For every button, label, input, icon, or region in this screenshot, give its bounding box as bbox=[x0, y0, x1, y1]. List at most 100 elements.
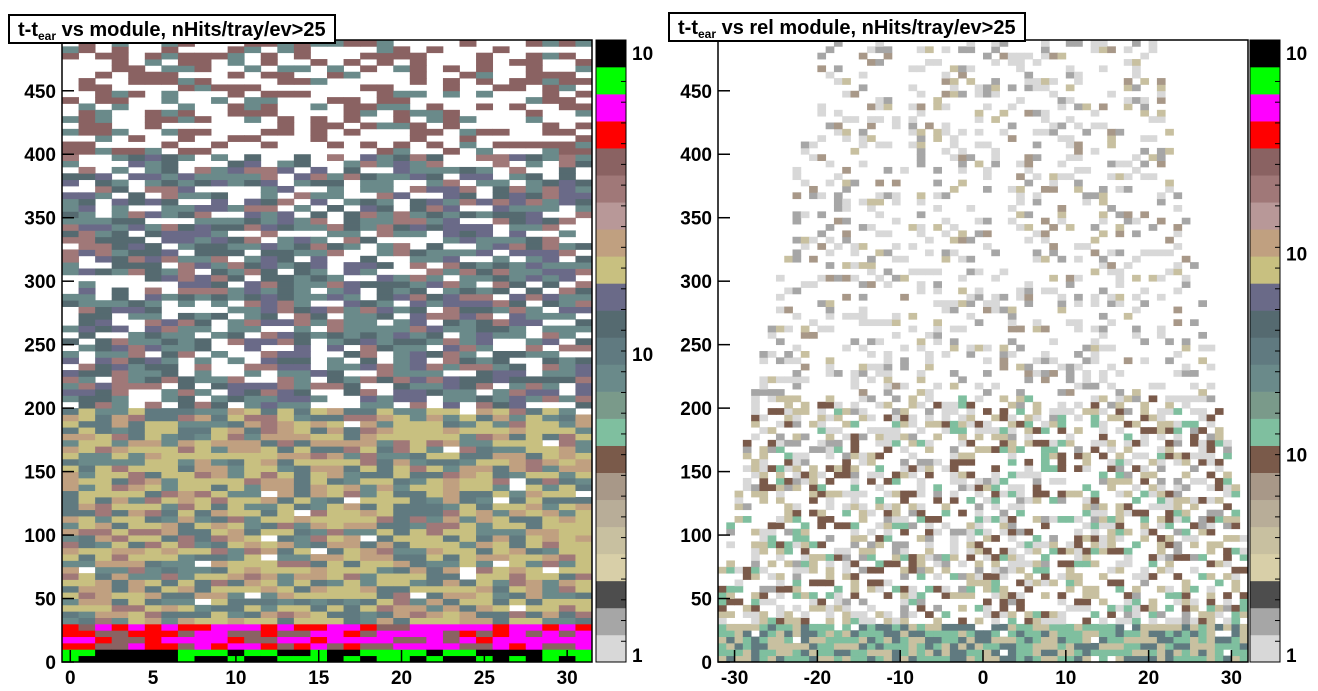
heatmap-cell bbox=[933, 420, 942, 428]
heatmap-cell bbox=[833, 490, 843, 498]
heatmap-cell bbox=[509, 224, 527, 231]
heatmap-cell bbox=[1024, 287, 1034, 295]
heatmap-cell bbox=[343, 198, 361, 206]
heatmap-cell bbox=[177, 623, 195, 631]
heatmap-cell bbox=[1181, 363, 1191, 371]
heatmap-cell bbox=[459, 484, 477, 492]
heatmap-cell bbox=[867, 395, 876, 403]
heatmap-cell bbox=[1040, 357, 1050, 365]
heatmap-cell bbox=[558, 312, 576, 320]
heatmap-cell bbox=[509, 446, 527, 453]
heatmap-cell bbox=[784, 560, 793, 568]
heatmap-cell bbox=[161, 268, 179, 276]
heatmap-cell bbox=[558, 78, 576, 85]
heatmap-cell bbox=[476, 560, 494, 568]
heatmap-cell bbox=[177, 243, 195, 250]
palette-swatch bbox=[1250, 283, 1280, 311]
heatmap-cell bbox=[775, 592, 785, 599]
heatmap-cell bbox=[476, 179, 494, 187]
heatmap-cell bbox=[991, 414, 1000, 422]
heatmap-cell bbox=[775, 376, 785, 384]
heatmap-cell bbox=[128, 566, 146, 574]
heatmap-cell bbox=[1016, 198, 1025, 206]
heatmap-cell bbox=[1214, 541, 1224, 549]
heatmap-cell bbox=[983, 649, 992, 657]
heatmap-cell bbox=[227, 287, 245, 295]
heatmap-cell bbox=[858, 414, 868, 422]
heatmap-cell bbox=[1198, 516, 1207, 523]
heatmap-cell bbox=[1049, 446, 1058, 453]
heatmap-cell bbox=[426, 293, 444, 301]
heatmap-cell bbox=[1098, 649, 1108, 657]
heatmap-cell bbox=[1107, 300, 1116, 307]
heatmap-cell bbox=[891, 312, 901, 320]
heatmap-cell bbox=[393, 452, 411, 460]
heatmap-cell bbox=[376, 287, 394, 295]
heatmap-cell bbox=[1049, 420, 1058, 428]
heatmap-cell bbox=[883, 268, 893, 276]
heatmap-cell bbox=[558, 636, 576, 644]
heatmap-cell bbox=[260, 592, 278, 599]
heatmap-cell bbox=[742, 566, 752, 574]
heatmap-cell bbox=[1132, 166, 1141, 174]
heatmap-cell bbox=[95, 471, 113, 479]
heatmap-cell bbox=[376, 408, 394, 415]
heatmap-cell bbox=[277, 90, 295, 98]
heatmap-cell bbox=[426, 376, 444, 384]
heatmap-cell bbox=[842, 458, 851, 466]
heatmap-cell bbox=[1148, 382, 1158, 390]
heatmap-cell bbox=[409, 338, 427, 346]
heatmap-cell bbox=[525, 535, 543, 542]
heatmap-cell bbox=[734, 598, 744, 606]
heatmap-cell bbox=[800, 351, 810, 358]
heatmap-cell bbox=[1040, 78, 1050, 85]
heatmap-cell bbox=[161, 516, 179, 523]
heatmap-cell bbox=[1107, 522, 1116, 530]
heatmap-cell bbox=[775, 604, 785, 612]
heatmap-cell bbox=[1098, 541, 1108, 549]
heatmap-cell bbox=[1090, 528, 1100, 536]
heatmap-cell bbox=[1156, 484, 1166, 492]
heatmap-cell bbox=[974, 128, 984, 136]
heatmap-cell bbox=[227, 160, 245, 168]
heatmap-cell bbox=[1007, 306, 1017, 314]
heatmap-cell bbox=[1156, 522, 1166, 530]
heatmap-cell bbox=[144, 477, 162, 485]
heatmap-cell bbox=[62, 128, 79, 136]
heatmap-cell bbox=[360, 414, 378, 422]
heatmap-cell bbox=[393, 585, 411, 593]
heatmap-cell bbox=[575, 592, 593, 599]
heatmap-cell bbox=[211, 84, 229, 92]
heatmap-cell bbox=[1198, 623, 1207, 631]
heatmap-cell bbox=[1181, 617, 1191, 625]
heatmap-cell bbox=[575, 370, 593, 377]
heatmap-cell bbox=[817, 109, 827, 117]
heatmap-cell bbox=[310, 592, 328, 599]
heatmap-cell bbox=[260, 97, 278, 104]
heatmap-cell bbox=[177, 179, 195, 187]
heatmap-cell bbox=[575, 573, 593, 580]
heatmap-cell bbox=[1156, 636, 1166, 644]
heatmap-cell bbox=[1239, 611, 1249, 618]
heatmap-cell bbox=[343, 541, 361, 549]
heatmap-cell bbox=[227, 224, 245, 231]
heatmap-cell bbox=[244, 408, 262, 415]
heatmap-cell bbox=[1165, 585, 1174, 593]
heatmap-cell bbox=[558, 522, 576, 530]
heatmap-cell bbox=[1049, 408, 1058, 415]
heatmap-cell bbox=[1115, 230, 1125, 238]
heatmap-cell bbox=[1115, 395, 1125, 403]
heatmap-cell bbox=[111, 579, 129, 587]
heatmap-cell bbox=[442, 78, 460, 85]
heatmap-cell bbox=[409, 465, 427, 472]
heatmap-cell bbox=[393, 408, 411, 415]
heatmap-cell bbox=[409, 573, 427, 580]
heatmap-cell bbox=[78, 484, 96, 492]
heatmap-cell bbox=[327, 465, 344, 472]
heatmap-cell bbox=[1223, 503, 1232, 511]
heatmap-cell bbox=[509, 370, 527, 377]
heatmap-cell bbox=[809, 598, 818, 606]
heatmap-cell bbox=[575, 560, 593, 568]
heatmap-cell bbox=[800, 649, 810, 657]
heatmap-cell bbox=[941, 623, 951, 631]
